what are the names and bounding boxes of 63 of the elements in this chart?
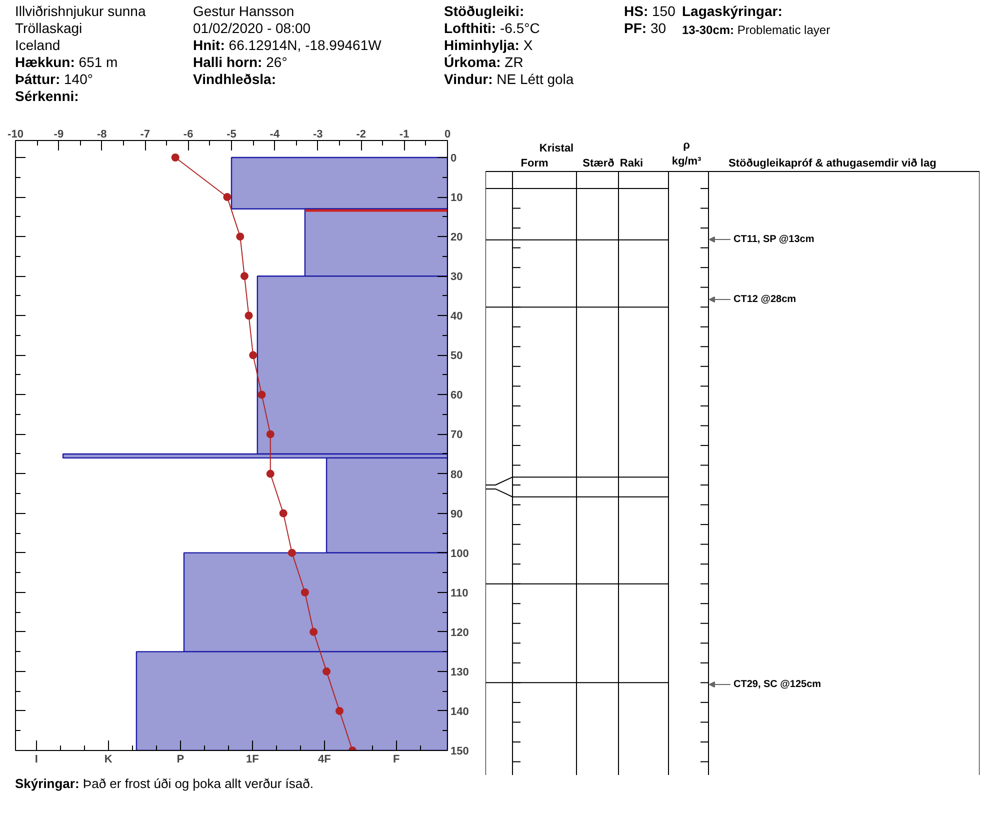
text: Stöðugleiki:	[444, 3, 524, 19]
text: PF: 30	[624, 20, 666, 36]
x-tick-label: -7	[140, 128, 150, 140]
text: K	[104, 754, 112, 766]
y-tick-label: 110	[450, 587, 468, 600]
x-tick-label: -2	[356, 128, 366, 140]
y-tick-label: 80	[450, 468, 463, 481]
text: CT11, SP @13cm	[734, 234, 814, 245]
text: Lofthiti: -6.5°C	[444, 20, 540, 36]
text: Stærð	[582, 158, 615, 170]
y-tick-label: 100	[450, 548, 469, 560]
text: Kristal	[539, 142, 574, 154]
y-tick-label: 10	[450, 192, 463, 204]
y-tick-label: 130	[450, 666, 469, 678]
x-tick-label: -10	[8, 128, 24, 140]
text: Illviðrishnjukur sunna	[15, 3, 146, 19]
x-tick-label: -9	[54, 128, 64, 140]
x-tick-label: -8	[97, 128, 107, 140]
y-tick-label: 150	[450, 746, 469, 758]
x-tick-label: -4	[270, 128, 280, 140]
text: ρ	[683, 140, 690, 152]
text: Skýringar: Það er frost úði og þoka allt verður ísað.	[14, 775, 314, 793]
text: Form	[520, 158, 548, 170]
text: Stöðugleikapróf & athugasemdir við lag	[728, 158, 936, 170]
text: 01/02/2020 - 08:00	[193, 20, 311, 36]
text: 13-30cm: Problematic layer	[682, 22, 830, 38]
x-tick-label: -6	[183, 128, 194, 140]
y-tick-label: 30	[450, 271, 463, 284]
text: kg/m³	[672, 156, 702, 168]
y-tick-label: 120	[450, 626, 469, 639]
x-tick-label: -5	[226, 128, 236, 140]
text: Vindhleðsla:	[193, 71, 276, 87]
text: Sérkenni:	[15, 88, 79, 104]
text: CT12 @28cm	[734, 294, 796, 305]
text: Vindur: NE Létt gola	[444, 71, 574, 87]
text: Tröllaskagi	[15, 20, 82, 36]
text: Þáttur: 140°	[15, 71, 93, 87]
text: F	[393, 754, 400, 766]
text: Hnit: 66.12914N, -18.99461W	[193, 37, 382, 53]
y-tick-label: 50	[450, 350, 463, 362]
text: Lagaskýringar:	[682, 3, 782, 19]
text: Hækkun: 651 m	[15, 54, 118, 70]
text: Raki	[620, 158, 644, 170]
y-tick-label: 90	[450, 508, 463, 520]
y-tick-label: 20	[450, 232, 463, 244]
text: Gestur Hansson	[193, 3, 294, 19]
y-tick-label: 40	[450, 310, 463, 323]
x-tick-label: -1	[399, 128, 410, 140]
text: Úrkoma: ZR	[444, 54, 524, 70]
y-tick-label: 0	[450, 152, 457, 164]
text: Iceland	[15, 37, 60, 53]
y-tick-label: 70	[450, 429, 463, 442]
text: 1F	[246, 754, 260, 766]
text: I	[34, 754, 38, 766]
text: Himinhylja: X	[444, 37, 533, 53]
text: 4F	[318, 754, 332, 766]
y-tick-label: 140	[450, 706, 469, 718]
x-tick-label: -3	[313, 128, 323, 140]
text: HS: 150	[624, 3, 676, 19]
text: Halli horn: 26°	[193, 54, 288, 70]
text: CT29, SC @125cm	[734, 679, 822, 690]
text: P	[176, 754, 184, 766]
y-tick-label: 60	[450, 390, 463, 402]
